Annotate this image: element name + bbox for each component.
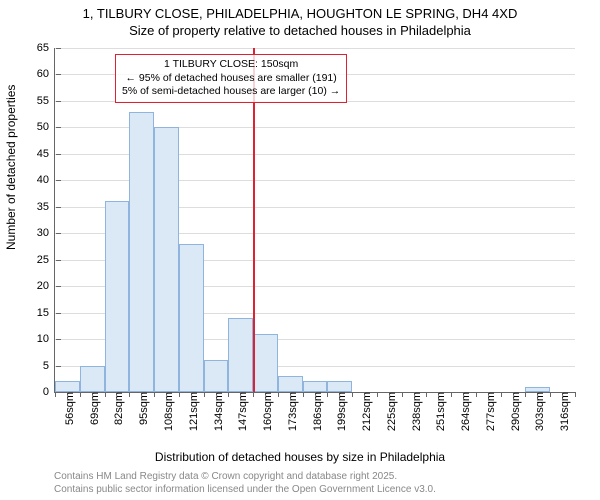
x-tick-label: 108sqm (159, 392, 175, 431)
histogram-bar (204, 360, 229, 392)
x-tick-mark (501, 392, 502, 397)
x-tick-mark (575, 392, 576, 397)
x-tick-label: 56sqm (60, 392, 76, 425)
y-tick-label: 35 (37, 201, 55, 213)
annotation-box: 1 TILBURY CLOSE: 150sqm ← 95% of detached… (115, 54, 347, 103)
gridline (55, 48, 575, 49)
x-tick-label: 290sqm (506, 392, 522, 431)
x-tick-label: 212sqm (357, 392, 373, 431)
y-tick-label: 60 (37, 68, 55, 80)
annot-l1: 1 TILBURY CLOSE: 150sqm (164, 58, 298, 70)
credit-line-2: Contains public sector information licen… (54, 484, 436, 495)
annot-l2: ← 95% of detached houses are smaller (19… (125, 72, 336, 84)
x-tick-mark (179, 392, 180, 397)
x-axis-label: Distribution of detached houses by size … (0, 450, 600, 464)
plot-area: 0510152025303540455055606556sqm69sqm82sq… (54, 48, 575, 393)
x-tick-label: 199sqm (332, 392, 348, 431)
y-tick-label: 45 (37, 148, 55, 160)
x-tick-mark (228, 392, 229, 397)
x-tick-mark (426, 392, 427, 397)
x-tick-mark (204, 392, 205, 397)
x-tick-mark (550, 392, 551, 397)
histogram-bar (278, 376, 303, 392)
x-tick-label: 303sqm (530, 392, 546, 431)
y-tick-label: 10 (37, 333, 55, 345)
x-tick-mark (451, 392, 452, 397)
x-tick-mark (129, 392, 130, 397)
x-tick-label: 134sqm (209, 392, 225, 431)
credit-line-1: Contains HM Land Registry data © Crown c… (54, 471, 397, 482)
y-tick-label: 50 (37, 121, 55, 133)
x-tick-label: 277sqm (481, 392, 497, 431)
y-tick-label: 0 (43, 386, 55, 398)
x-tick-mark (253, 392, 254, 397)
x-tick-label: 173sqm (283, 392, 299, 431)
x-tick-label: 225sqm (382, 392, 398, 431)
histogram-bar (327, 381, 352, 392)
histogram-bar (253, 334, 278, 392)
x-tick-mark (476, 392, 477, 397)
x-tick-mark (377, 392, 378, 397)
x-tick-label: 121sqm (184, 392, 200, 431)
x-tick-mark (525, 392, 526, 397)
x-tick-label: 69sqm (85, 392, 101, 425)
y-tick-label: 25 (37, 254, 55, 266)
x-tick-label: 264sqm (456, 392, 472, 431)
x-tick-label: 95sqm (134, 392, 150, 425)
x-tick-mark (402, 392, 403, 397)
x-tick-label: 316sqm (555, 392, 571, 431)
y-tick-label: 65 (37, 42, 55, 54)
histogram-bar (129, 112, 154, 392)
title-line-1: 1, TILBURY CLOSE, PHILADELPHIA, HOUGHTON… (83, 6, 518, 21)
histogram-bar (55, 381, 80, 392)
x-tick-mark (303, 392, 304, 397)
y-tick-label: 55 (37, 95, 55, 107)
x-tick-mark (55, 392, 56, 397)
x-tick-mark (105, 392, 106, 397)
x-tick-label: 82sqm (109, 392, 125, 425)
x-tick-mark (278, 392, 279, 397)
x-tick-label: 238sqm (407, 392, 423, 431)
x-tick-label: 160sqm (258, 392, 274, 431)
y-tick-label: 15 (37, 307, 55, 319)
chart-title: 1, TILBURY CLOSE, PHILADELPHIA, HOUGHTON… (0, 0, 600, 40)
histogram-bar (228, 318, 253, 392)
x-tick-label: 147sqm (233, 392, 249, 431)
x-tick-mark (80, 392, 81, 397)
y-tick-label: 30 (37, 227, 55, 239)
x-tick-mark (154, 392, 155, 397)
histogram-bar (303, 381, 328, 392)
y-tick-label: 40 (37, 174, 55, 186)
x-tick-mark (327, 392, 328, 397)
y-axis-label: Number of detached properties (4, 85, 18, 250)
y-tick-label: 20 (37, 280, 55, 292)
histogram-bar (105, 201, 130, 392)
histogram-bar (80, 366, 105, 392)
credits: Contains HM Land Registry data © Crown c… (54, 471, 436, 496)
x-tick-label: 251sqm (431, 392, 447, 431)
x-tick-mark (352, 392, 353, 397)
histogram-bar (179, 244, 204, 392)
y-tick-label: 5 (43, 360, 55, 372)
x-tick-label: 186sqm (308, 392, 324, 431)
title-line-2: Size of property relative to detached ho… (129, 23, 471, 38)
histogram-bar (154, 127, 179, 392)
annot-l3: 5% of semi-detached houses are larger (1… (122, 85, 340, 97)
